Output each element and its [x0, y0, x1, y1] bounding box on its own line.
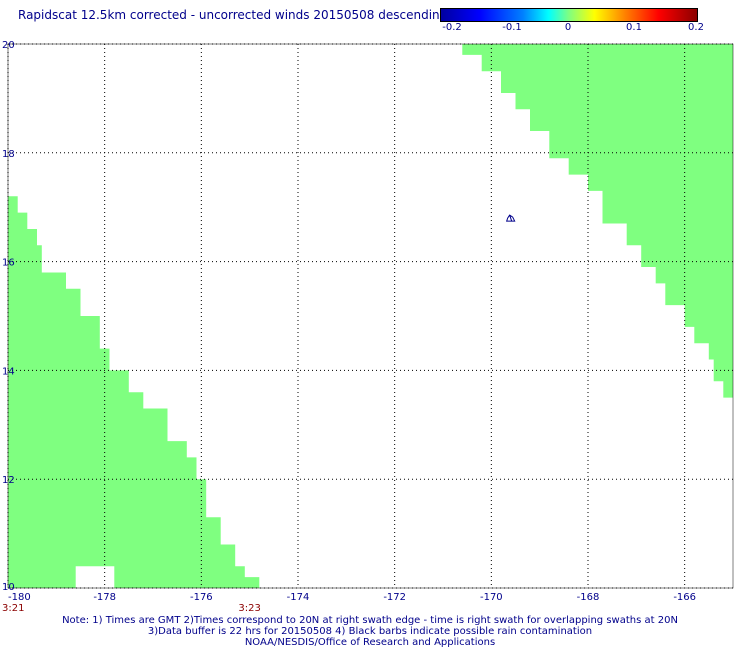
lon-tick-label: -166 [673, 592, 696, 603]
left-swath [8, 196, 260, 589]
colorbar-tick: -0.2 [442, 22, 462, 33]
lon-tick-label: -174 [287, 592, 310, 603]
lat-tick-label: 18 [2, 149, 15, 160]
note-line: 3)Data buffer is 22 hrs for 20150508 4) … [147, 626, 593, 637]
colorbar-tick: -0.1 [502, 22, 522, 33]
lat-tick-label: 20 [2, 40, 15, 51]
colorbar-tick: 0.2 [688, 22, 704, 33]
barb-layer [505, 214, 516, 222]
note-line: Note: 1) Times are GMT 2)Times correspon… [62, 615, 678, 626]
swath-time-label: 3:23 [238, 603, 260, 614]
colorbar-tick: 0 [564, 22, 572, 33]
colorbar-tick: 0.1 [626, 22, 642, 33]
lon-tick-label: -172 [383, 592, 406, 603]
lon-tick-label: -168 [577, 592, 600, 603]
right-swath [462, 44, 733, 398]
map-title: Rapidscat 12.5km corrected - uncorrected… [18, 8, 448, 22]
credit-line: NOAA/NESDIS/Office of Research and Appli… [244, 637, 496, 648]
axis-labels: -180 -178 -176 -174 -172 -170 -168 -166 10 12 14 16… [2, 40, 696, 614]
lat-tick-label: 14 [2, 366, 15, 377]
swath-layer [8, 44, 733, 589]
lat-tick-label: 16 [2, 258, 15, 269]
wind-barb-icon [505, 214, 516, 222]
lon-tick-label: -176 [190, 592, 213, 603]
lon-tick-label: -180 [8, 592, 31, 603]
lat-tick-label: 12 [2, 475, 15, 486]
swath-time-label: 3:21 [2, 603, 24, 614]
plot-border [7, 43, 734, 589]
lon-tick-label: -178 [93, 592, 116, 603]
footer-notes: Note: 1) Times are GMT 2)Times correspon… [0, 615, 740, 648]
lon-tick-label: -170 [480, 592, 503, 603]
lat-tick-label: 10 [2, 582, 15, 593]
colorbar [440, 8, 698, 22]
